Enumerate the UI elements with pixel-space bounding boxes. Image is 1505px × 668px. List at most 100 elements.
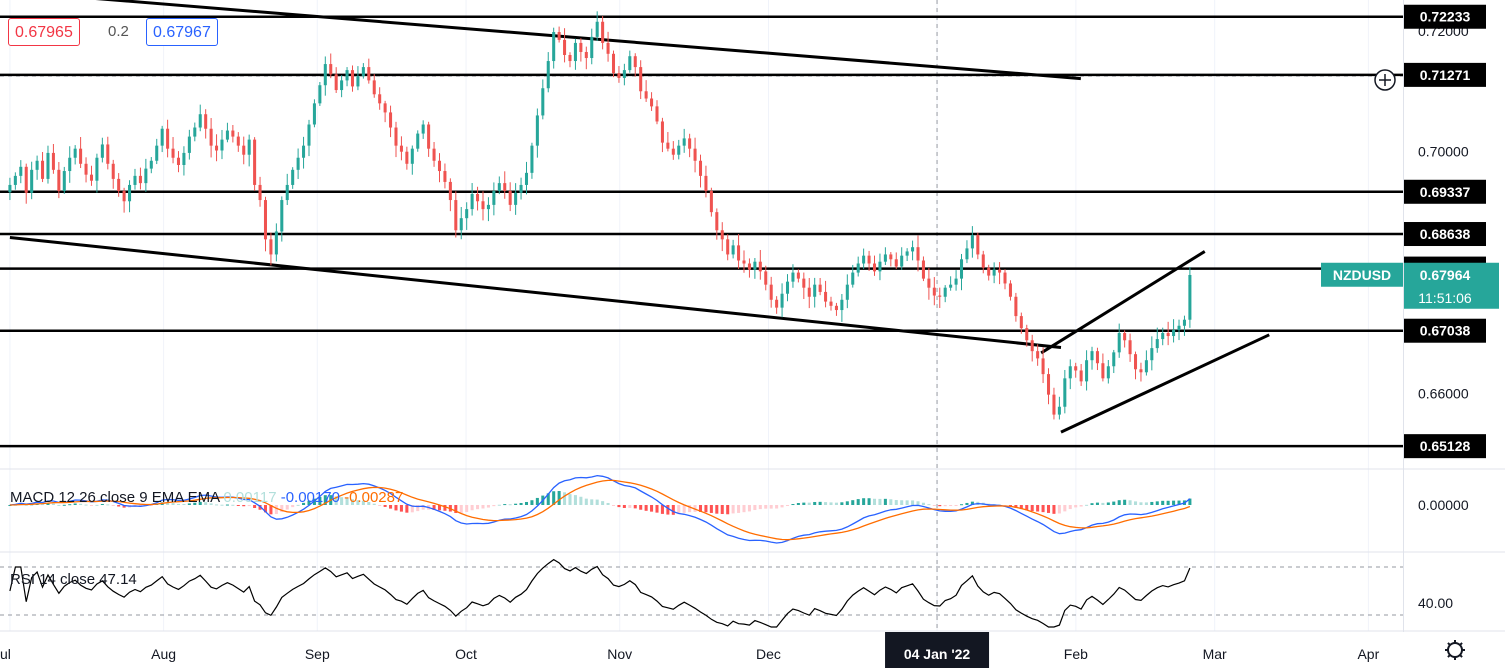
macd-histogram-bar: [889, 499, 893, 505]
candle-body: [824, 291, 828, 302]
macd-histogram-bar: [117, 505, 121, 507]
macd-histogram-bar: [274, 505, 278, 515]
macd-histogram-bar: [340, 497, 344, 505]
candle-body: [307, 124, 311, 146]
macd-histogram-bar: [818, 501, 822, 505]
candle-body: [965, 248, 969, 260]
macd-histogram-bar: [916, 501, 920, 505]
candle-body: [187, 136, 191, 153]
macd-histogram-bar: [231, 504, 235, 506]
macd-histogram-bar: [269, 505, 273, 515]
macd-histogram-bar: [209, 503, 213, 505]
macd-histogram-bar: [1161, 500, 1165, 505]
candle-body: [932, 287, 936, 296]
macd-histogram-bar: [970, 501, 974, 505]
macd-signal-line: [9, 479, 1191, 541]
macd-histogram-bar: [296, 504, 300, 506]
candle-body: [340, 80, 344, 91]
candle-body: [1079, 370, 1083, 382]
macd-histogram-bar: [89, 505, 93, 506]
candle-body: [650, 98, 654, 107]
candle-body: [204, 114, 208, 129]
candle-body: [236, 136, 240, 146]
candle-body: [486, 204, 490, 210]
candle-body: [878, 261, 882, 272]
time-tick-label: Aug: [151, 646, 176, 662]
candle-body: [900, 255, 904, 267]
level-label-bg: [1404, 62, 1486, 87]
candle-body: [285, 184, 289, 201]
candle-body: [62, 171, 66, 191]
macd-histogram-bar: [524, 501, 529, 505]
time-crosshair-bg: [885, 632, 990, 668]
candle-body: [791, 272, 795, 282]
candle-body: [747, 263, 751, 270]
macd-histogram-bar: [1052, 505, 1056, 514]
price-tag-bg: [1404, 262, 1499, 309]
candle-body: [361, 67, 365, 77]
candle-body: [8, 184, 12, 193]
macd-histogram-bar: [655, 505, 659, 513]
candle-body: [144, 168, 148, 184]
candle-body: [606, 42, 610, 54]
macd-histogram-bar: [204, 502, 208, 505]
candle-body: [1101, 363, 1105, 379]
macd-histogram-bar: [617, 505, 621, 508]
macd-histogram-bar: [911, 500, 915, 505]
candle-body: [584, 51, 588, 59]
rsi-pane: RSI 14 close 47.14: [0, 558, 1403, 628]
level-label: 0.72233: [1420, 9, 1471, 25]
candle-body: [617, 73, 621, 78]
macd-histogram-bar: [709, 505, 713, 513]
candle-body: [122, 190, 126, 202]
candle-body: [367, 67, 371, 81]
candle-body: [1085, 360, 1089, 382]
macd-histogram-bar: [704, 505, 708, 513]
macd-histogram-bar: [198, 501, 202, 505]
candle-body: [68, 157, 72, 172]
macd-histogram-bar: [1117, 500, 1121, 505]
macd-histogram-bar: [552, 491, 556, 505]
candle-body: [345, 70, 349, 81]
macd-histogram-bar: [1008, 505, 1012, 507]
candle-body: [563, 39, 567, 55]
macd-histogram-bar: [1101, 502, 1105, 505]
candle-body: [601, 21, 605, 43]
candle-body: [802, 278, 806, 288]
candle-body: [1095, 351, 1099, 364]
price-labels: 0.722330.712710.693370.686380.680660.670…: [1321, 4, 1499, 660]
candle-body: [715, 212, 719, 231]
price-tick-label: 0.66000: [1418, 385, 1469, 401]
macd-histogram-bar: [606, 502, 610, 505]
candle-body: [1074, 366, 1078, 371]
macd-histogram-bar: [383, 505, 387, 507]
candle-body: [535, 115, 539, 146]
candle-body: [590, 36, 594, 59]
macd-histogram-bar: [497, 504, 501, 506]
candle-body: [769, 284, 773, 300]
macd-histogram-bar: [1139, 502, 1143, 505]
candle-body: [111, 163, 115, 179]
candle-body: [959, 259, 964, 279]
trend-line: [1060, 333, 1270, 434]
candle-body: [905, 251, 909, 256]
macd-histogram-bar: [1025, 505, 1029, 511]
trend-line: [95, 0, 1081, 81]
macd-histogram-bar: [813, 502, 817, 505]
candle-body: [497, 183, 501, 191]
ask-price[interactable]: 0.67967: [146, 18, 218, 46]
trend-line: [9, 236, 1062, 350]
macd-histogram-bar: [590, 499, 594, 505]
macd-histogram-bar: [1123, 499, 1127, 505]
candle-body: [296, 157, 300, 170]
macd-histogram-bar: [437, 505, 442, 511]
candle-body: [176, 157, 181, 165]
macd-histogram-bar: [715, 505, 719, 514]
macd-histogram-bar: [775, 505, 779, 509]
macd-histogram-bar: [764, 505, 768, 509]
candle-body: [198, 114, 202, 128]
bid-price[interactable]: 0.67965: [8, 18, 80, 46]
macd-histogram-bar: [1133, 501, 1138, 505]
macd-histogram-bar: [959, 504, 964, 506]
